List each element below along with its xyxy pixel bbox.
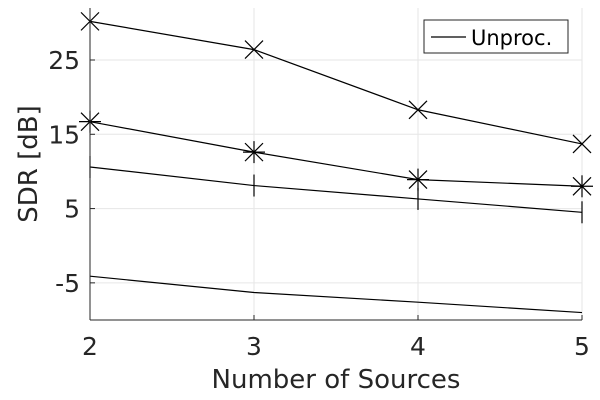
series-line-0 [89,20,583,145]
series-line-1 [89,121,583,187]
x-tick-label-2: 4 [410,332,426,361]
series-1-point-1 [243,141,265,164]
series-1-point-3 [571,175,593,198]
x-tick-label-0: 2 [82,332,98,361]
series-line-3 [89,275,583,314]
marker-stroke [244,40,264,60]
y-tick-label-1: 5 [64,195,80,224]
y-axis-label: SDR [dB] [14,105,44,222]
x-tick-label-1: 3 [246,332,262,361]
y-tick-label-2: 15 [48,120,80,149]
tick-labels: 2 3 4 5 -5 5 15 25 [48,46,590,361]
grid [89,8,583,320]
marker-stroke [572,134,592,154]
series-0-point-3 [572,134,592,154]
x-tick-label-3: 5 [574,332,590,361]
series-1-point-2 [407,168,429,191]
series-group [79,11,593,314]
axes [89,8,583,321]
y-tick-label-0: -5 [55,269,80,298]
legend: Unproc. [423,19,569,54]
y-tick-label-3: 25 [48,46,80,75]
series-0-point-1 [244,40,264,60]
x-axis-label: Number of Sources [212,365,461,395]
series-line-2 [89,166,583,213]
series-0-point-2 [408,100,428,120]
marker-stroke [408,100,428,120]
legend-label: Unproc. [471,26,552,50]
